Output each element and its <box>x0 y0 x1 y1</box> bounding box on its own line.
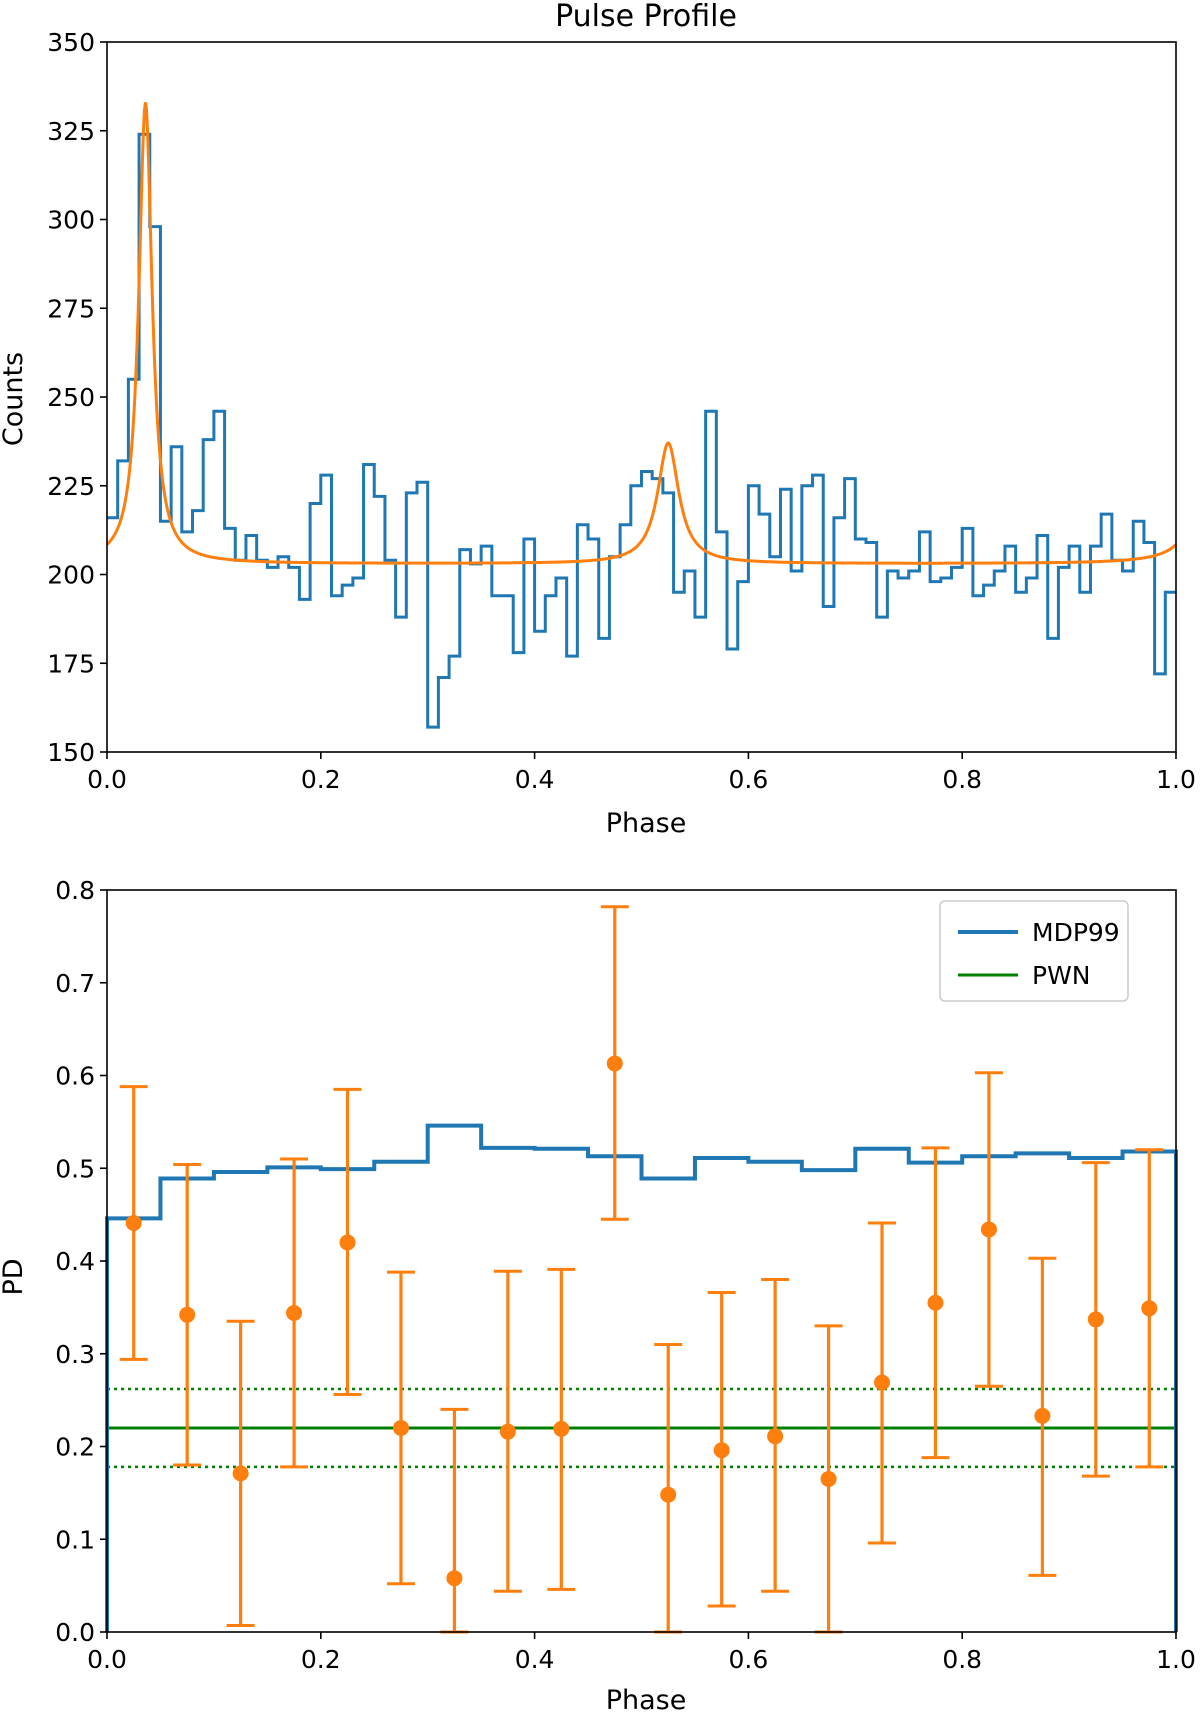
pd-marker <box>392 1419 409 1436</box>
pd-point-16 <box>921 1146 950 1460</box>
pd-point-14 <box>814 1324 843 1634</box>
p1-ytick-label: 325 <box>47 117 95 146</box>
pd-series <box>105 905 1178 1634</box>
polarization-degree-panel: 0.0 0.2 0.4 0.6 0.8 1.0 0.0 0.1 0.2 0.3 0.4 0.5 0.6 0… <box>0 876 1196 1713</box>
pd-point-5 <box>333 1087 362 1397</box>
p1-xtick-label: 1.0 <box>1156 765 1196 794</box>
p1-xtick-label: 0.0 <box>87 765 127 794</box>
p2-xtick-label: 0.6 <box>729 1645 769 1674</box>
p2-xtick-label: 0.8 <box>942 1645 982 1674</box>
pd-point-12 <box>707 1291 736 1608</box>
p1-ytick-label: 250 <box>47 383 95 412</box>
pd-marker <box>980 1221 997 1238</box>
pd-point-8 <box>493 1269 522 1593</box>
pd-point-20 <box>1135 1148 1164 1469</box>
counts-histogram <box>107 132 1176 729</box>
pd-point-17 <box>974 1071 1003 1388</box>
legend-mdp99-label: MDP99 <box>1032 918 1120 947</box>
p1-ytick-label: 275 <box>47 294 95 323</box>
pd-point-15 <box>868 1221 897 1545</box>
pd-point-1 <box>119 1085 148 1361</box>
pd-marker <box>125 1214 142 1231</box>
pd-point-2 <box>173 1163 202 1467</box>
pd-point-19 <box>1081 1161 1110 1478</box>
pd-marker <box>1141 1300 1158 1317</box>
p1-ytick-label: 350 <box>47 28 95 57</box>
pd-marker <box>553 1420 570 1437</box>
pd-point-9 <box>547 1267 576 1591</box>
pd-marker <box>499 1423 516 1440</box>
pulse-profile-series <box>105 102 1178 729</box>
p1-ytick-label: 175 <box>47 649 95 678</box>
pd-point-7 <box>440 1407 469 1634</box>
pulse-profile-xlabel: Phase <box>606 808 687 839</box>
pd-marker <box>1087 1311 1104 1328</box>
pulse-profile-panel: Pulse Profile 0.0 0.2 0.4 0.6 0.8 1.0 150 175 20… <box>0 0 1196 839</box>
p1-xtick-label: 0.4 <box>515 765 555 794</box>
p2-xtick-label: 1.0 <box>1156 1645 1196 1674</box>
pd-point-11 <box>654 1342 683 1634</box>
p2-xtick-label: 0.0 <box>87 1645 127 1674</box>
p1-ytick-label: 225 <box>47 472 95 501</box>
legend-pwn-label: PWN <box>1032 961 1091 990</box>
p1-frame <box>106 41 1177 753</box>
pd-marker <box>179 1306 196 1323</box>
pd-point-10 <box>600 905 629 1221</box>
pd-marker <box>927 1294 944 1311</box>
pd-marker <box>1034 1407 1051 1424</box>
pd-marker <box>660 1486 677 1503</box>
pd-marker <box>767 1428 784 1445</box>
p2-ytick-label: 0.8 <box>55 876 95 905</box>
pd-point-3 <box>226 1319 255 1628</box>
p2-ytick-label: 0.6 <box>55 1062 95 1091</box>
p1-ytick-label: 150 <box>47 738 95 767</box>
p2-xtick-label: 0.2 <box>301 1645 341 1674</box>
model-fit-curve <box>105 102 1178 565</box>
mdp99-step-line <box>105 1123 1178 1632</box>
pd-axes: 0.0 0.2 0.4 0.6 0.8 1.0 0.0 0.1 0.2 0.3 0.4 0.5 0.6 0… <box>55 876 1196 1674</box>
pd-marker <box>286 1304 303 1321</box>
pd-marker <box>606 1055 623 1072</box>
p1-xtick-label: 0.2 <box>301 765 341 794</box>
pulse-profile-axes: 0.0 0.2 0.4 0.6 0.8 1.0 150 175 200 225 250 275 300 3… <box>47 28 1196 794</box>
pd-point-13 <box>761 1278 790 1593</box>
p2-ytick-label: 0.1 <box>55 1525 95 1554</box>
pd-marker <box>232 1465 249 1482</box>
p2-ytick-label: 0.2 <box>55 1433 95 1462</box>
p2-ytick-label: 0.4 <box>55 1247 95 1276</box>
pd-xlabel: Phase <box>606 1685 687 1713</box>
p1-xtick-label: 0.6 <box>729 765 769 794</box>
p1-ytick-label: 200 <box>47 561 95 590</box>
p2-xtick-label: 0.4 <box>515 1645 555 1674</box>
legend: MDP99 PWN <box>939 900 1129 1002</box>
pd-point-4 <box>280 1157 309 1469</box>
p2-ytick-label: 0.0 <box>55 1618 95 1647</box>
pd-marker <box>874 1374 891 1391</box>
pd-ylabel: PD <box>0 1258 29 1295</box>
pd-marker <box>339 1234 356 1251</box>
p2-ytick-label: 0.3 <box>55 1340 95 1369</box>
p2-ytick-label: 0.7 <box>55 969 95 998</box>
pd-point-6 <box>386 1270 415 1586</box>
pd-marker <box>713 1442 730 1459</box>
pd-point-18 <box>1028 1256 1057 1577</box>
pd-marker <box>446 1570 463 1587</box>
pulse-profile-title: Pulse Profile <box>555 0 737 34</box>
p1-ytick-label: 300 <box>47 206 95 235</box>
p2-ytick-label: 0.5 <box>55 1154 95 1183</box>
pd-marker <box>820 1470 837 1487</box>
p1-xtick-label: 0.8 <box>942 765 982 794</box>
pulse-profile-ylabel: Counts <box>0 352 29 446</box>
